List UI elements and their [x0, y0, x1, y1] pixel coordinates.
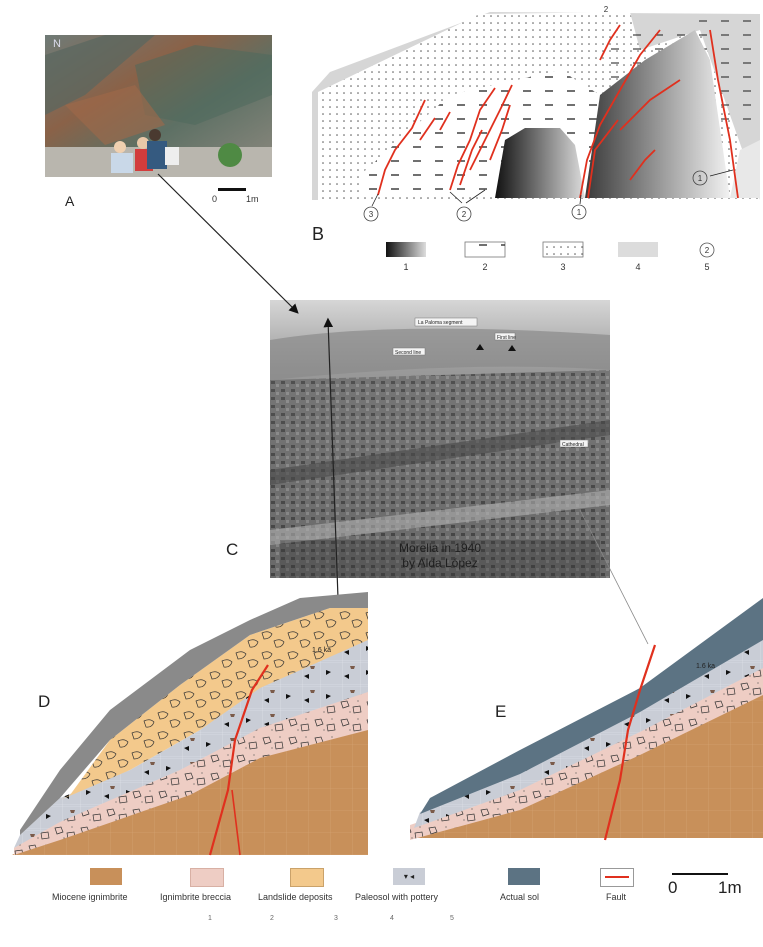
legend: ▾ ◂ Miocene ignimbrite Ignimbrite brecci… — [0, 860, 763, 947]
legend-number-3: 3 — [334, 915, 338, 922]
panel-e-fault — [603, 644, 657, 841]
panel-c-letter: C — [226, 540, 239, 559]
legend-swatch-breccia — [190, 868, 224, 887]
panel-b-legend-number-5: 5 — [704, 262, 709, 272]
panel-c-caption-line1: Morelia in 1940 — [399, 541, 481, 555]
panel-c-label-cathedral: Cathedral — [562, 442, 584, 448]
panel-b-legend-number-2: 2 — [482, 262, 487, 272]
legend-swatch-paleosol: ▾ ◂ — [393, 868, 425, 885]
legend-swatch-miocene — [90, 868, 122, 885]
legend-label-paleosol: Paleosol with pottery — [355, 892, 439, 902]
panel-b-legend-number-1: 1 — [403, 262, 408, 272]
panel-c-label-second-line: Second line — [395, 350, 421, 356]
panel-e-age: 1.6 ka — [696, 663, 715, 670]
legend-scale-unit: 1m — [718, 878, 742, 897]
legend-number-2: 2 — [270, 915, 274, 922]
panel-e-section: 1.6 ka — [410, 598, 763, 841]
legend-number-4: 4 — [390, 915, 394, 922]
panel-d-section: 1.6 ka — [12, 592, 368, 856]
panel-b-legend-1-swatch — [386, 242, 426, 257]
legend-swatch-actual-sol — [508, 868, 540, 885]
panel-b-legend-circle: 2 — [705, 246, 710, 255]
panel-a-scale-unit: 1m — [246, 194, 259, 204]
panel-b-legend-4-swatch — [618, 242, 658, 257]
legend-scale-bar — [672, 873, 728, 875]
panel-c: La Paloma segment Second line First line… — [0, 290, 763, 590]
connector-e-to-c — [579, 509, 649, 645]
panel-c-caption-line2: by Alda López — [402, 556, 477, 570]
panel-b: 3 2 1 1 2 2 1 2 3 4 5 B — [300, 0, 763, 290]
panel-b-callout-1b: 1 — [698, 174, 703, 183]
panel-b-callout-2: 2 — [462, 210, 467, 219]
panel-a-photo — [45, 35, 272, 177]
legend-swatch-landslide — [290, 868, 324, 887]
panel-b-legend-number-3: 3 — [560, 262, 565, 272]
panel-a-scale-zero: 0 — [212, 194, 218, 204]
panel-d-letter: D — [38, 692, 51, 711]
legend-label-fault: Fault — [606, 892, 627, 902]
legend-number-1: 1 — [208, 915, 212, 922]
panel-b-callout-1: 1 — [577, 208, 582, 217]
legend-label-breccia: Ignimbrite breccia — [160, 892, 232, 902]
panel-a-letter: A — [65, 193, 75, 209]
legend-label-miocene: Miocene ignimbrite — [52, 892, 128, 902]
panel-e-letter: E — [495, 702, 507, 721]
panel-b-legend-5-swatch — [699, 242, 715, 258]
panel-a-scale-bar — [218, 188, 246, 191]
panel-b-letter: B — [312, 224, 325, 244]
panel-a: N A 0 1m — [0, 0, 300, 230]
legend-swatch-fault — [600, 868, 634, 887]
panel-c-photo: La Paloma segment Second line First line… — [270, 300, 610, 578]
panel-d-fault — [208, 664, 269, 856]
panel-b-sketch: 3 2 1 1 2 2 1 2 3 4 5 — [312, 5, 760, 272]
panel-d-age: 1.6 ka — [312, 647, 331, 654]
panel-b-legend-number-4: 4 — [635, 262, 640, 272]
connector-d-to-c — [323, 317, 339, 599]
panel-d: 1.6 ka D — [0, 590, 380, 860]
legend-number-5: 5 — [450, 915, 454, 922]
legend-label-landslide: Landslide deposits — [258, 892, 333, 902]
legend-label-actual-sol: Actual sol — [500, 892, 540, 902]
legend-scale-zero: 0 — [668, 878, 678, 897]
panel-e: 1.6 ka E — [400, 590, 763, 850]
panel-a-corner-letter: N — [53, 38, 61, 50]
panel-c-label-segment: La Paloma segment — [418, 320, 463, 326]
panel-b-callout-3: 3 — [369, 210, 374, 219]
panel-c-arrow-1 — [476, 344, 484, 350]
panel-c-label-first-line: First line — [497, 335, 516, 341]
panel-b-callout-2b: 2 — [604, 5, 609, 14]
connector-a-to-c — [157, 173, 299, 314]
panel-c-arrow-2 — [508, 345, 516, 351]
